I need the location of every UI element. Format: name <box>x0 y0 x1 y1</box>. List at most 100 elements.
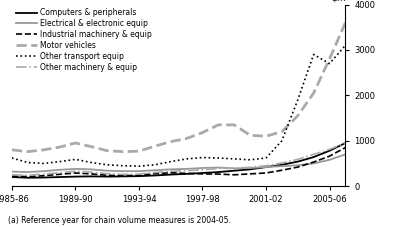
Other transport equip <box>25 161 30 164</box>
Other transport equip <box>105 163 110 166</box>
Computers & peripherals <box>152 174 157 177</box>
Electrical & electronic equip <box>105 169 110 172</box>
Computers & peripherals <box>25 176 30 179</box>
Computers & peripherals <box>73 175 78 178</box>
Electrical & electronic equip <box>327 158 332 161</box>
Motor vehicles <box>25 150 30 153</box>
Other transport equip <box>73 158 78 161</box>
Electrical & electronic equip <box>343 153 348 156</box>
Other machinery & equip <box>327 148 332 151</box>
Motor vehicles <box>137 150 141 153</box>
Motor vehicles <box>200 131 205 134</box>
Other transport equip <box>248 158 252 161</box>
Motor vehicles <box>73 142 78 144</box>
Other transport equip <box>343 44 348 47</box>
Electrical & electronic equip <box>137 170 141 173</box>
Other machinery & equip <box>25 174 30 177</box>
Electrical & electronic equip <box>25 171 30 173</box>
Motor vehicles <box>232 123 237 126</box>
Other transport equip <box>295 99 300 101</box>
Electrical & electronic equip <box>311 162 316 165</box>
Other machinery & equip <box>41 173 46 175</box>
Industrial machinery & equip <box>200 173 205 175</box>
Text: $m: $m <box>331 0 345 3</box>
Electrical & electronic equip <box>89 168 94 171</box>
Other transport equip <box>168 160 173 163</box>
Other machinery & equip <box>264 164 268 167</box>
Line: Computers & peripherals: Computers & peripherals <box>12 143 345 178</box>
Electrical & electronic equip <box>248 167 252 169</box>
Computers & peripherals <box>327 149 332 152</box>
Other transport equip <box>232 158 237 160</box>
Industrial machinery & equip <box>73 172 78 174</box>
Motor vehicles <box>57 146 62 148</box>
Motor vehicles <box>41 148 46 151</box>
Industrial machinery & equip <box>25 175 30 178</box>
Other transport equip <box>152 163 157 166</box>
Other machinery & equip <box>105 172 110 175</box>
Line: Other transport equip: Other transport equip <box>12 45 345 166</box>
Motor vehicles <box>327 58 332 60</box>
Industrial machinery & equip <box>343 146 348 149</box>
Electrical & electronic equip <box>10 170 14 173</box>
Other transport equip <box>41 162 46 165</box>
Electrical & electronic equip <box>41 170 46 173</box>
Industrial machinery & equip <box>232 173 237 176</box>
Industrial machinery & equip <box>311 161 316 163</box>
Computers & peripherals <box>41 176 46 179</box>
Industrial machinery & equip <box>216 173 221 175</box>
Industrial machinery & equip <box>295 166 300 168</box>
Computers & peripherals <box>311 156 316 158</box>
Computers & peripherals <box>168 173 173 176</box>
Other transport equip <box>327 62 332 65</box>
Other transport equip <box>121 164 125 167</box>
Electrical & electronic equip <box>264 166 268 168</box>
Line: Electrical & electronic equip: Electrical & electronic equip <box>12 154 345 172</box>
Text: (a) Reference year for chain volume measures is 2004-05.: (a) Reference year for chain volume meas… <box>8 216 231 225</box>
Other machinery & equip <box>216 167 221 170</box>
Industrial machinery & equip <box>105 174 110 177</box>
Other machinery & equip <box>200 168 205 171</box>
Other machinery & equip <box>89 171 94 173</box>
Electrical & electronic equip <box>168 168 173 171</box>
Computers & peripherals <box>248 168 252 171</box>
Computers & peripherals <box>89 175 94 178</box>
Other transport equip <box>89 161 94 164</box>
Line: Other machinery & equip: Other machinery & equip <box>12 143 345 175</box>
Computers & peripherals <box>295 160 300 163</box>
Computers & peripherals <box>200 172 205 174</box>
Other machinery & equip <box>121 173 125 176</box>
Other machinery & equip <box>295 158 300 161</box>
Electrical & electronic equip <box>295 164 300 167</box>
Other machinery & equip <box>248 166 252 169</box>
Other machinery & equip <box>343 142 348 144</box>
Industrial machinery & equip <box>152 172 157 175</box>
Motor vehicles <box>152 145 157 148</box>
Other transport equip <box>200 156 205 159</box>
Computers & peripherals <box>184 173 189 175</box>
Electrical & electronic equip <box>152 169 157 172</box>
Industrial machinery & equip <box>184 172 189 175</box>
Motor vehicles <box>248 134 252 137</box>
Computers & peripherals <box>232 169 237 172</box>
Motor vehicles <box>279 130 284 133</box>
Motor vehicles <box>89 145 94 148</box>
Other transport equip <box>57 160 62 163</box>
Other transport equip <box>10 157 14 159</box>
Other transport equip <box>279 139 284 142</box>
Other machinery & equip <box>168 170 173 173</box>
Motor vehicles <box>168 140 173 143</box>
Line: Motor vehicles: Motor vehicles <box>12 23 345 152</box>
Electrical & electronic equip <box>57 168 62 171</box>
Motor vehicles <box>121 150 125 153</box>
Industrial machinery & equip <box>168 171 173 174</box>
Line: Industrial machinery & equip: Industrial machinery & equip <box>12 148 345 177</box>
Industrial machinery & equip <box>137 174 141 177</box>
Other machinery & equip <box>73 170 78 173</box>
Industrial machinery & equip <box>57 173 62 176</box>
Electrical & electronic equip <box>73 168 78 170</box>
Computers & peripherals <box>10 176 14 178</box>
Other transport equip <box>216 157 221 159</box>
Electrical & electronic equip <box>279 165 284 168</box>
Other machinery & equip <box>184 169 189 172</box>
